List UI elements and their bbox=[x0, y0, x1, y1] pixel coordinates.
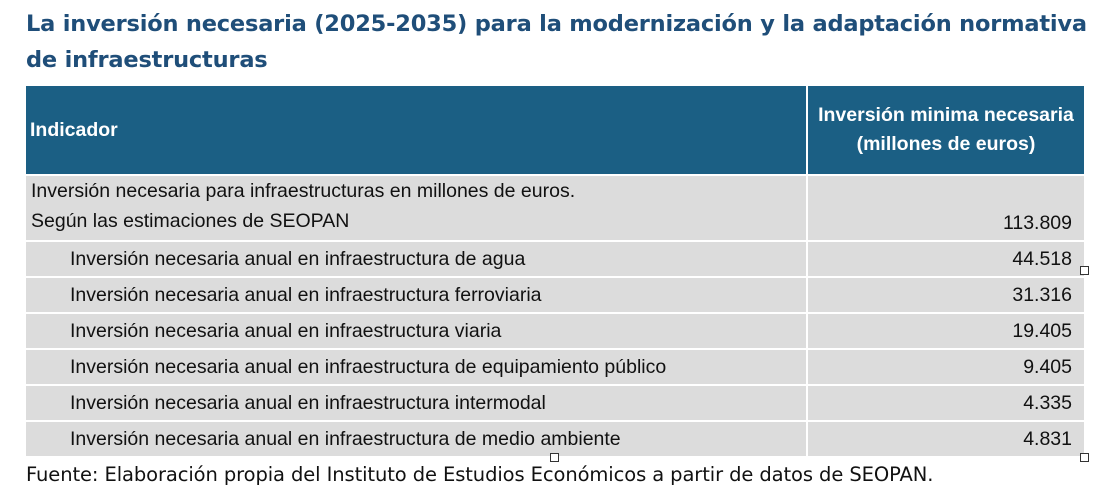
row-label: Inversión necesaria anual en infraestruc… bbox=[26, 420, 808, 456]
row-label: Inversión necesaria anual en infraestruc… bbox=[26, 276, 808, 313]
row-value: 31.316 bbox=[807, 276, 1084, 313]
table-row: Inversión necesaria anual en infraestruc… bbox=[26, 384, 1084, 421]
row-value: 4.335 bbox=[807, 384, 1084, 421]
row-value: 113.809 bbox=[807, 174, 1084, 241]
row-label-line: Inversión necesaria para infraestructura… bbox=[31, 180, 576, 202]
resize-handle[interactable] bbox=[1080, 453, 1089, 462]
table-row: Inversión necesaria anual en infraestruc… bbox=[26, 348, 1084, 385]
column-header-indicator: Indicador bbox=[26, 86, 808, 175]
row-label: Inversión necesaria anual en infraestruc… bbox=[26, 348, 808, 385]
row-label: Inversión necesaria para infraestructura… bbox=[26, 174, 808, 241]
row-label: Inversión necesaria anual en infraestruc… bbox=[26, 312, 808, 349]
investment-table: Indicador Inversión minima necesaria (mi… bbox=[26, 86, 1084, 456]
row-value: 4.831 bbox=[807, 420, 1084, 456]
row-value: 19.405 bbox=[807, 312, 1084, 349]
row-value: 44.518 bbox=[807, 240, 1084, 277]
table-row: Inversión necesaria anual en infraestruc… bbox=[26, 276, 1084, 313]
resize-handle[interactable] bbox=[1080, 266, 1089, 275]
resize-handle[interactable] bbox=[550, 453, 559, 462]
document-title: La inversión necesaria (2025-2035) para … bbox=[26, 11, 1087, 73]
row-label: Inversión necesaria anual en infraestruc… bbox=[26, 384, 808, 421]
source-note: Fuente: Elaboración propia del Instituto… bbox=[26, 463, 934, 486]
table-row: Inversión necesaria para infraestructura… bbox=[26, 174, 1084, 241]
table-row: Inversión necesaria anual en infraestruc… bbox=[26, 312, 1084, 349]
row-label: Inversión necesaria anual en infraestruc… bbox=[26, 240, 808, 277]
table-row: Inversión necesaria anual en infraestruc… bbox=[26, 420, 1084, 456]
row-label-line: Según las estimaciones de SEOPAN bbox=[31, 210, 350, 232]
row-value: 9.405 bbox=[807, 348, 1084, 385]
table-row: Inversión necesaria anual en infraestruc… bbox=[26, 240, 1084, 277]
column-header-value: Inversión minima necesaria (millones de … bbox=[807, 86, 1084, 175]
table-header-row: Indicador Inversión minima necesaria (mi… bbox=[26, 86, 1084, 175]
